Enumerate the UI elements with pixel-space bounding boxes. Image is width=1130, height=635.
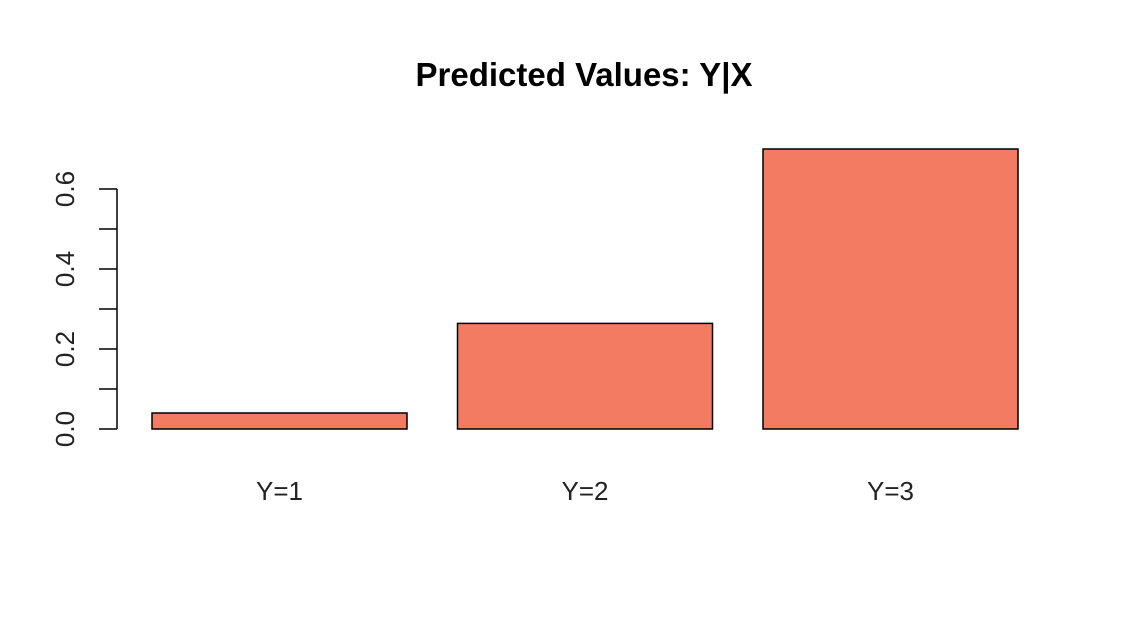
y-tick-label: 0.6 [50,171,80,207]
bars [151,148,1019,430]
bar-y-3 [762,148,1019,430]
x-category-label: Y=3 [867,476,914,506]
y-tick-label: 0.0 [50,411,80,447]
y-axis: 0.0 0.2 0.4 0.6 [50,171,118,447]
chart-title: Predicted Values: Y|X [416,56,753,93]
bar-y-1 [151,412,408,430]
x-category-label: Y=1 [256,476,303,506]
x-axis-labels: Y=1 Y=2 Y=3 [256,476,914,506]
y-tick-label: 0.2 [50,331,80,367]
x-category-label: Y=2 [562,476,609,506]
bar-y-2 [456,322,714,430]
y-tick-label: 0.4 [50,251,80,287]
